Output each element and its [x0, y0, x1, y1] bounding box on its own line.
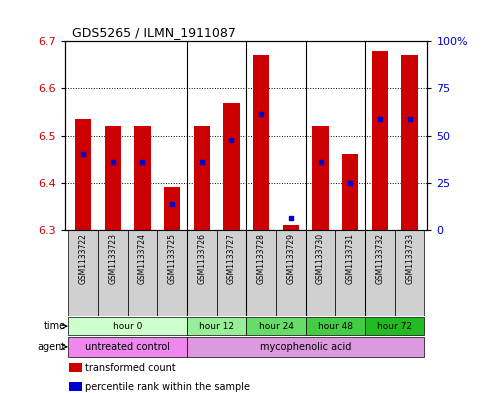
Bar: [283, 225, 299, 230]
Text: GSM1133724: GSM1133724: [138, 233, 147, 285]
FancyBboxPatch shape: [306, 318, 365, 335]
Bar: [164, 187, 180, 230]
Text: hour 72: hour 72: [377, 322, 412, 331]
Text: GSM1133731: GSM1133731: [346, 233, 355, 285]
Text: GSM1133722: GSM1133722: [79, 233, 87, 284]
Text: hour 24: hour 24: [258, 322, 294, 331]
Bar: [75, 119, 91, 230]
Text: GSM1133729: GSM1133729: [286, 233, 296, 285]
FancyBboxPatch shape: [187, 318, 246, 335]
Text: hour 12: hour 12: [199, 322, 234, 331]
Bar: [342, 154, 358, 230]
FancyBboxPatch shape: [395, 230, 425, 316]
Bar: [194, 126, 210, 230]
Text: mycophenolic acid: mycophenolic acid: [260, 342, 352, 352]
Bar: [313, 126, 329, 230]
FancyBboxPatch shape: [187, 337, 425, 356]
FancyBboxPatch shape: [68, 337, 187, 356]
FancyBboxPatch shape: [128, 230, 157, 316]
Text: untreated control: untreated control: [85, 342, 170, 352]
Bar: [69, 382, 82, 391]
FancyBboxPatch shape: [335, 230, 365, 316]
FancyBboxPatch shape: [98, 230, 128, 316]
Text: GSM1133728: GSM1133728: [256, 233, 266, 284]
Text: GSM1133732: GSM1133732: [375, 233, 384, 285]
Text: GDS5265 / ILMN_1911087: GDS5265 / ILMN_1911087: [72, 26, 236, 39]
Text: percentile rank within the sample: percentile rank within the sample: [85, 382, 250, 392]
FancyBboxPatch shape: [68, 318, 187, 335]
FancyBboxPatch shape: [306, 230, 335, 316]
FancyBboxPatch shape: [246, 318, 306, 335]
Bar: [401, 55, 418, 230]
Text: GSM1133725: GSM1133725: [168, 233, 177, 285]
FancyBboxPatch shape: [246, 230, 276, 316]
FancyBboxPatch shape: [365, 318, 425, 335]
Text: agent: agent: [38, 342, 66, 352]
Text: GSM1133726: GSM1133726: [197, 233, 206, 285]
Text: GSM1133727: GSM1133727: [227, 233, 236, 285]
Bar: [372, 51, 388, 230]
FancyBboxPatch shape: [187, 230, 217, 316]
Bar: [223, 103, 240, 230]
FancyBboxPatch shape: [217, 230, 246, 316]
FancyBboxPatch shape: [365, 230, 395, 316]
Bar: [253, 55, 270, 230]
FancyBboxPatch shape: [157, 230, 187, 316]
Bar: [69, 363, 82, 372]
Text: hour 0: hour 0: [113, 322, 142, 331]
Text: transformed count: transformed count: [85, 362, 176, 373]
Bar: [134, 126, 151, 230]
Text: GSM1133730: GSM1133730: [316, 233, 325, 285]
FancyBboxPatch shape: [68, 230, 98, 316]
Text: GSM1133723: GSM1133723: [108, 233, 117, 285]
Text: hour 48: hour 48: [318, 322, 353, 331]
Text: time: time: [43, 321, 66, 331]
FancyBboxPatch shape: [276, 230, 306, 316]
Bar: [104, 126, 121, 230]
Text: GSM1133733: GSM1133733: [405, 233, 414, 285]
